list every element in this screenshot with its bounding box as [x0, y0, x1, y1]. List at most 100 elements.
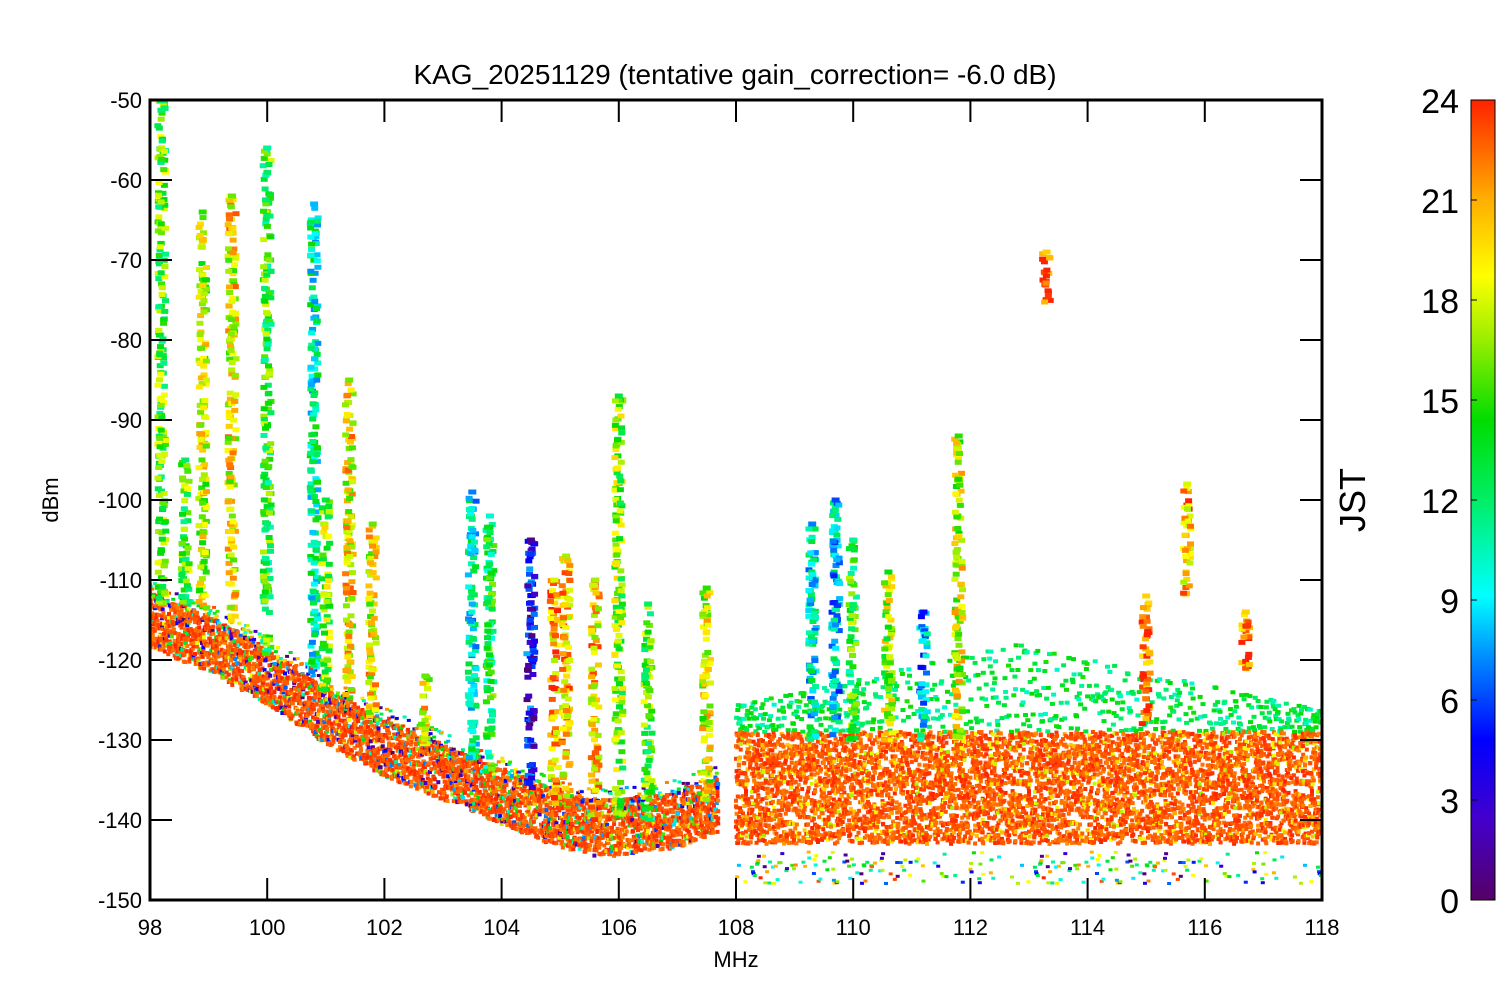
floor-point	[740, 818, 745, 823]
floor-point	[672, 779, 677, 783]
floor-point	[150, 614, 155, 619]
floor-point	[675, 838, 680, 843]
floor-point	[659, 806, 664, 811]
floor-point	[358, 729, 363, 734]
floor-point	[743, 755, 748, 760]
floor-point	[385, 727, 390, 732]
floor-point	[342, 739, 347, 744]
floor-point	[300, 695, 305, 700]
floor-point	[402, 715, 407, 719]
floor-point	[666, 827, 671, 832]
low-point	[778, 861, 783, 865]
floor-point	[438, 767, 443, 771]
floor-point	[531, 795, 536, 800]
floor-point	[784, 832, 789, 837]
floor-point	[436, 751, 441, 756]
floor-point	[749, 823, 754, 828]
floor-point	[451, 783, 456, 788]
floor-point	[606, 811, 611, 816]
floor-point	[738, 820, 743, 825]
floor-point	[629, 812, 633, 817]
floor-point	[157, 613, 162, 618]
floor-point	[752, 746, 757, 751]
floor-point	[639, 848, 644, 853]
floor-point	[772, 805, 777, 810]
floor-point	[580, 799, 585, 804]
floor-point	[496, 768, 501, 773]
floor-point	[199, 666, 204, 670]
floor-point	[330, 692, 335, 697]
low-point	[756, 859, 761, 863]
floor-point	[344, 709, 349, 714]
floor-point	[182, 651, 187, 656]
floor-point	[753, 772, 758, 777]
floor-point	[166, 630, 171, 634]
floor-point	[746, 841, 751, 846]
floor-point	[254, 647, 259, 652]
floor-point	[401, 778, 406, 783]
floor-point	[293, 667, 298, 672]
floor-point	[501, 817, 505, 822]
floor-point	[512, 812, 517, 817]
floor-point	[366, 745, 371, 750]
floor-point	[153, 645, 158, 650]
floor-point	[785, 834, 789, 839]
floor-point	[668, 838, 673, 843]
floor-point	[597, 835, 602, 840]
floor-point	[439, 787, 444, 792]
floor-point	[223, 651, 228, 656]
floor-point	[423, 769, 428, 774]
floor-point	[603, 820, 608, 825]
floor-point	[351, 737, 356, 742]
floor-point	[595, 824, 600, 829]
floor-point	[342, 700, 347, 705]
floor-point	[593, 835, 598, 839]
floor-point	[328, 708, 333, 713]
floor-point	[190, 616, 195, 621]
floor-point	[714, 807, 719, 812]
floor-point	[175, 605, 180, 610]
floor-point	[789, 840, 794, 845]
floor-point	[150, 602, 154, 607]
floor-point	[229, 633, 234, 638]
floor-point	[692, 821, 697, 826]
floor-point	[223, 663, 228, 668]
floor-point	[245, 649, 250, 654]
floor-point	[206, 655, 211, 660]
floor-point	[757, 771, 762, 776]
floor-point	[211, 660, 216, 665]
haze-point	[761, 716, 766, 721]
floor-point	[295, 710, 300, 715]
floor-point	[409, 780, 414, 784]
floor-point	[669, 799, 674, 804]
floor-point	[495, 787, 500, 792]
floor-point	[634, 848, 639, 853]
floor-point	[250, 682, 254, 687]
floor-point	[783, 820, 788, 824]
floor-point	[399, 772, 404, 777]
floor-point	[231, 678, 236, 683]
floor-point	[319, 718, 324, 723]
floor-point	[197, 620, 202, 625]
floor-point	[588, 823, 593, 828]
floor-point	[513, 783, 517, 788]
floor-point	[633, 845, 638, 850]
floor-point	[449, 772, 453, 777]
floor-point	[519, 786, 524, 791]
floor-point	[183, 660, 188, 664]
floor-point	[440, 747, 445, 752]
floor-point	[181, 617, 186, 622]
floor-point	[634, 798, 639, 803]
floor-point	[420, 749, 425, 754]
floor-point	[292, 679, 297, 683]
floor-point	[588, 843, 593, 848]
floor-point	[337, 745, 342, 750]
haze-point	[744, 713, 750, 717]
floor-point	[188, 627, 193, 631]
floor-point	[498, 796, 503, 801]
floor-point	[648, 823, 652, 828]
floor-point	[327, 713, 332, 718]
low-point	[751, 872, 756, 876]
floor-point	[522, 829, 527, 833]
